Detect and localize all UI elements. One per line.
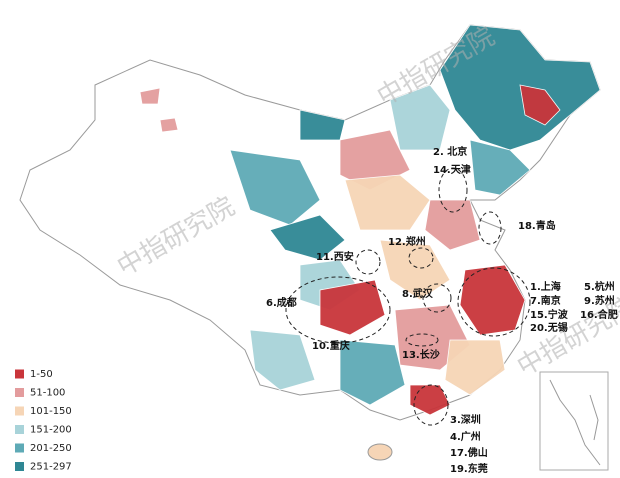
city-label: 10.重庆	[312, 339, 350, 352]
legend-swatch	[15, 462, 24, 471]
city-label: 13.长沙	[402, 348, 440, 361]
city-label: 1.上海	[530, 280, 561, 293]
region	[139, 87, 161, 105]
city-label: 15.宁波	[530, 308, 569, 321]
legend-label: 1-50	[30, 369, 53, 380]
city-label: 11.西安	[316, 250, 354, 263]
legend-label: 151-200	[30, 425, 72, 436]
ring	[478, 211, 502, 245]
region	[389, 84, 451, 151]
ring	[285, 276, 391, 344]
ring	[405, 333, 439, 347]
city-label: 4.广州	[450, 430, 481, 443]
city-label: 8.武汉	[402, 287, 434, 300]
region	[229, 149, 321, 226]
ring	[422, 283, 452, 313]
region	[469, 139, 531, 196]
ring	[438, 167, 468, 213]
region	[519, 84, 561, 126]
legend-label: 201-250	[30, 443, 72, 454]
region	[439, 24, 601, 151]
region	[159, 117, 179, 133]
city-label: 18.青岛	[518, 219, 556, 232]
region	[269, 214, 346, 261]
region	[459, 264, 526, 336]
ring	[355, 249, 381, 275]
ring	[457, 267, 531, 337]
city-label: 3.深圳	[450, 413, 481, 426]
region	[249, 329, 316, 391]
inset-coast	[549, 379, 601, 466]
city-label: 2. 北京	[433, 145, 467, 158]
region	[409, 384, 451, 416]
region	[424, 199, 481, 251]
legend-swatch	[15, 425, 24, 434]
legend-swatch	[15, 369, 24, 379]
inset-frame	[539, 371, 609, 471]
city-label: 20.无锡	[530, 321, 568, 334]
city-label: 5.杭州	[584, 280, 615, 293]
region	[344, 174, 431, 231]
city-label: 17.佛山	[450, 446, 488, 459]
ring	[413, 384, 449, 426]
city-label: 16.合肥	[580, 308, 618, 321]
city-label: 19.东莞	[450, 462, 488, 475]
legend-label: 101-150	[30, 406, 72, 417]
hainan	[367, 443, 393, 461]
city-label: 7.南京	[530, 294, 561, 307]
region	[339, 339, 406, 406]
regions	[139, 24, 601, 416]
city-rings	[285, 167, 531, 426]
region	[299, 109, 346, 141]
region	[319, 279, 386, 336]
region	[444, 339, 506, 396]
city-label: 14.天津	[433, 163, 471, 176]
legend-swatch	[15, 406, 24, 416]
legend-swatch	[15, 388, 24, 397]
legend-swatch	[15, 443, 24, 453]
city-label: 9.苏州	[584, 294, 615, 307]
legend-label: 51-100	[30, 388, 65, 399]
ring	[408, 247, 434, 269]
city-label: 6.成都	[266, 296, 297, 309]
legend-label: 251-297	[30, 462, 72, 473]
city-label: 12.郑州	[388, 235, 426, 248]
